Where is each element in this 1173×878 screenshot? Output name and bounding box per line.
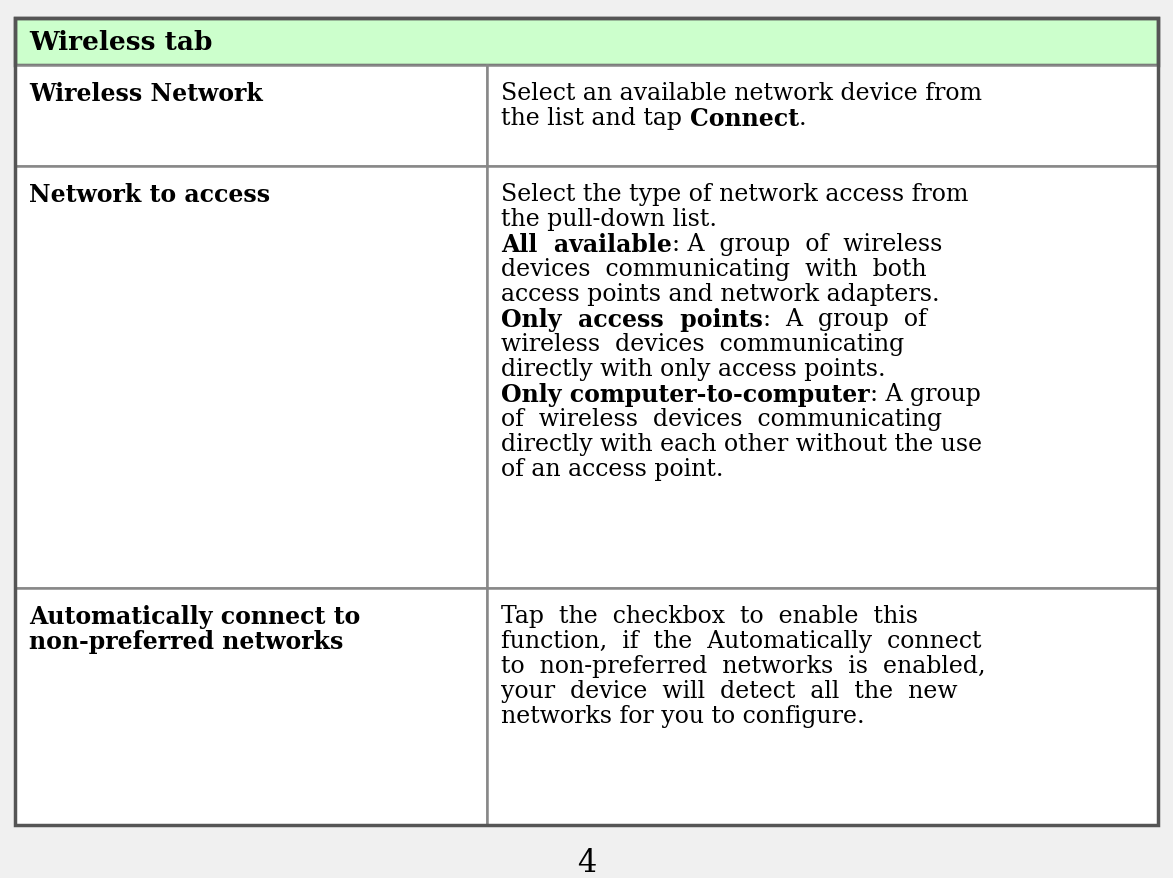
Text: Only computer-to-computer: Only computer-to-computer (501, 383, 870, 407)
Bar (487, 66, 1158, 167)
Text: function,  if  the  Automatically  connect: function, if the Automatically connect (501, 629, 982, 652)
Text: of  wireless  devices  communicating: of wireless devices communicating (501, 407, 942, 431)
Bar (15, 19, 1158, 66)
Text: Network to access: Network to access (29, 183, 271, 206)
Text: devices  communicating  with  both: devices communicating with both (501, 258, 927, 281)
Text: directly with only access points.: directly with only access points. (501, 358, 886, 381)
Text: the pull-down list.: the pull-down list. (501, 208, 717, 231)
Text: .: . (799, 107, 806, 130)
Text: directly with each other without the use: directly with each other without the use (501, 433, 982, 456)
Text: Select an available network device from: Select an available network device from (501, 82, 982, 104)
Text: Select the type of network access from: Select the type of network access from (501, 183, 969, 205)
Bar (15, 66, 487, 167)
Text: :  A  group  of: : A group of (764, 308, 927, 331)
Text: All  available: All available (501, 233, 672, 256)
Text: Wireless tab: Wireless tab (29, 30, 212, 55)
Bar (487, 167, 1158, 588)
Text: of an access point.: of an access point. (501, 458, 724, 481)
Text: Only  access  points: Only access points (501, 308, 764, 332)
Text: : A group: : A group (870, 383, 981, 406)
Text: : A  group  of  wireless: : A group of wireless (672, 233, 942, 255)
Text: 4: 4 (577, 847, 596, 878)
Text: your  device  will  detect  all  the  new: your device will detect all the new (501, 680, 958, 702)
Text: Automatically connect to: Automatically connect to (29, 604, 360, 628)
Text: Wireless Network: Wireless Network (29, 82, 263, 105)
Text: non-preferred networks: non-preferred networks (29, 629, 344, 653)
Bar (487, 588, 1158, 825)
Bar (15, 167, 487, 588)
Text: networks for you to configure.: networks for you to configure. (501, 704, 865, 727)
Text: the list and tap: the list and tap (501, 107, 690, 130)
Text: Connect: Connect (690, 107, 799, 131)
Bar (15, 588, 487, 825)
Text: wireless  devices  communicating: wireless devices communicating (501, 333, 904, 356)
Text: to  non-preferred  networks  is  enabled,: to non-preferred networks is enabled, (501, 654, 985, 677)
Text: access points and network adapters.: access points and network adapters. (501, 283, 940, 306)
Text: Tap  the  checkbox  to  enable  this: Tap the checkbox to enable this (501, 604, 918, 627)
